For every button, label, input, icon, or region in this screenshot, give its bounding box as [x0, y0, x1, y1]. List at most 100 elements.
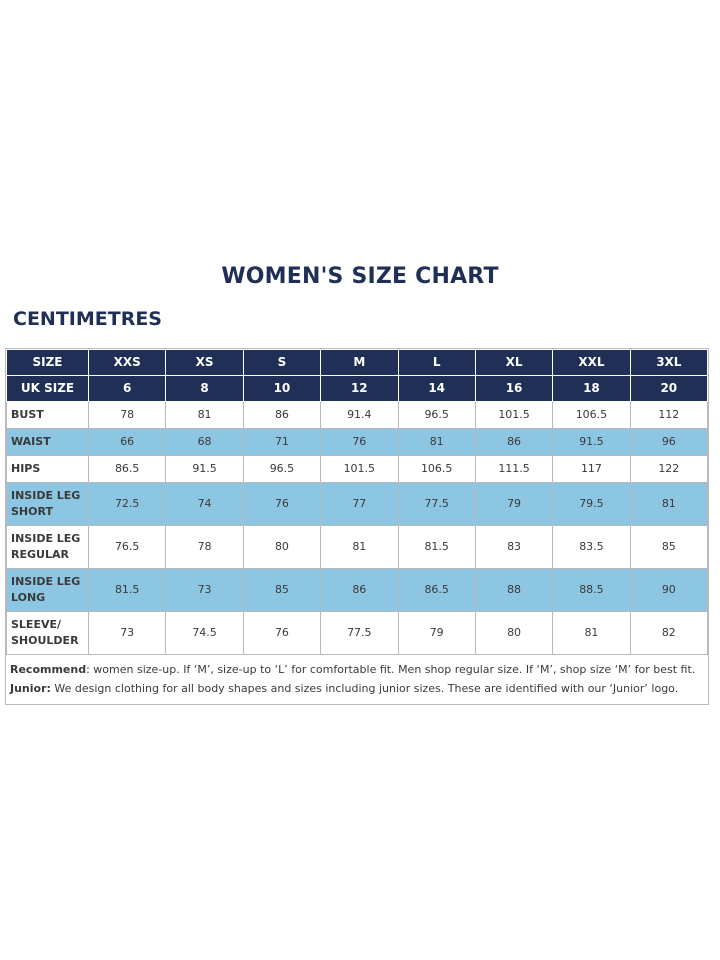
- measure-cell: 91.4: [320, 401, 399, 429]
- subtitle: CENTIMETRES: [13, 308, 162, 330]
- measure-row: SLEEVE/ SHOULDER 73 74.5 76 77.5 79 80 81 82: [6, 611, 709, 655]
- row-label: BUST: [6, 401, 89, 429]
- measure-cell: 81: [629, 482, 709, 526]
- size-table: SIZE XXS XS S M L XL XXL 3XL UK SIZE 6 8 10 12 14 16 18 2…: [6, 349, 709, 655]
- measure-row: WAIST 66 68 71 76 81 86 91.5 96: [6, 428, 709, 456]
- header-cell: 6: [87, 375, 167, 402]
- header-cell: 10: [242, 375, 322, 402]
- notes: Recommend: women size-up. If ‘M’, size-u…: [6, 655, 708, 704]
- measure-cell: 112: [629, 401, 709, 429]
- header-cell: 18: [552, 375, 631, 402]
- row-label: WAIST: [6, 428, 89, 456]
- measure-cell: 90: [629, 568, 709, 612]
- header-cell: 12: [320, 375, 399, 402]
- measure-cell: 96.5: [242, 455, 322, 483]
- measure-cell: 68: [165, 428, 244, 456]
- measure-cell: 86: [474, 428, 554, 456]
- measure-cell: 71: [242, 428, 322, 456]
- row-label: INSIDE LEG LONG: [6, 568, 89, 612]
- header-cell: 14: [397, 375, 476, 402]
- measure-cell: 85: [242, 568, 322, 612]
- measure-cell: 74: [165, 482, 244, 526]
- measure-cell: 81: [552, 611, 631, 655]
- measure-row: INSIDE LEG LONG 81.5 73 85 86 86.5 88 88.5 90: [6, 568, 709, 612]
- size-table-container: SIZE XXS XS S M L XL XXL 3XL UK SIZE 6 8 10 12 14 16 18 2…: [5, 348, 709, 705]
- header-label: SIZE: [6, 349, 89, 376]
- measure-cell: 76: [242, 611, 322, 655]
- measure-cell: 106.5: [397, 455, 476, 483]
- measure-cell: 73: [87, 611, 167, 655]
- measure-cell: 76: [242, 482, 322, 526]
- measure-cell: 77.5: [397, 482, 476, 526]
- measure-cell: 91.5: [552, 428, 631, 456]
- measure-cell: 122: [629, 455, 709, 483]
- measure-cell: 81.5: [397, 525, 476, 569]
- measure-cell: 77: [320, 482, 399, 526]
- measure-cell: 77.5: [320, 611, 399, 655]
- measure-cell: 73: [165, 568, 244, 612]
- note-text: We design clothing for all body shapes a…: [50, 682, 679, 695]
- header-cell: XL: [474, 349, 554, 376]
- header-cell: 16: [474, 375, 554, 402]
- measure-cell: 85: [629, 525, 709, 569]
- measure-cell: 83.5: [552, 525, 631, 569]
- measure-cell: 96: [629, 428, 709, 456]
- measure-cell: 82: [629, 611, 709, 655]
- note-label: Recommend: [10, 663, 87, 676]
- header-cell: 20: [629, 375, 709, 402]
- row-label: INSIDE LEG REGULAR: [6, 525, 89, 569]
- header-cell: XXL: [552, 349, 631, 376]
- note-line: Recommend: women size-up. If ‘M’, size-u…: [10, 660, 704, 679]
- measure-cell: 86: [242, 401, 322, 429]
- measure-row: HIPS 86.5 91.5 96.5 101.5 106.5 111.5 117 122: [6, 455, 709, 483]
- measure-cell: 117: [552, 455, 631, 483]
- measure-cell: 78: [87, 401, 167, 429]
- measure-cell: 78: [165, 525, 244, 569]
- measure-cell: 88: [474, 568, 554, 612]
- measure-cell: 81: [397, 428, 476, 456]
- measure-cell: 101.5: [474, 401, 554, 429]
- note-text: : women size-up. If ‘M’, size-up to ‘L’ …: [86, 663, 696, 676]
- title: WOMEN'S SIZE CHART: [221, 264, 499, 289]
- header-row: SIZE XXS XS S M L XL XXL 3XL: [6, 349, 709, 376]
- measure-cell: 111.5: [474, 455, 554, 483]
- header-cell: 3XL: [629, 349, 709, 376]
- measure-cell: 81.5: [87, 568, 167, 612]
- measure-cell: 86.5: [397, 568, 476, 612]
- measure-cell: 79: [474, 482, 554, 526]
- measure-cell: 81: [165, 401, 244, 429]
- table-header: SIZE XXS XS S M L XL XXL 3XL UK SIZE 6 8 10 12 14 16 18 2…: [6, 349, 709, 402]
- measure-cell: 81: [320, 525, 399, 569]
- row-label: HIPS: [6, 455, 89, 483]
- measure-row: INSIDE LEG REGULAR 76.5 78 80 81 81.5 83 83.5 85: [6, 525, 709, 569]
- measure-cell: 86.5: [87, 455, 167, 483]
- measure-cell: 96.5: [397, 401, 476, 429]
- measure-cell: 79.5: [552, 482, 631, 526]
- measure-cell: 106.5: [552, 401, 631, 429]
- measure-row: INSIDE LEG SHORT 72.5 74 76 77 77.5 79 79.5 81: [6, 482, 709, 526]
- measure-cell: 76: [320, 428, 399, 456]
- header-cell: S: [242, 349, 322, 376]
- header-cell: XS: [165, 349, 244, 376]
- header-label: UK SIZE: [6, 375, 89, 402]
- measure-cell: 80: [242, 525, 322, 569]
- measure-cell: 76.5: [87, 525, 167, 569]
- measure-cell: 66: [87, 428, 167, 456]
- note-line: Junior: We design clothing for all body …: [10, 679, 704, 698]
- measure-cell: 86: [320, 568, 399, 612]
- header-cell: 8: [165, 375, 244, 402]
- header-row: UK SIZE 6 8 10 12 14 16 18 20: [6, 375, 709, 402]
- note-label: Junior:: [10, 682, 51, 695]
- measure-cell: 101.5: [320, 455, 399, 483]
- measure-cell: 72.5: [87, 482, 167, 526]
- row-label: INSIDE LEG SHORT: [6, 482, 89, 526]
- measure-cell: 83: [474, 525, 554, 569]
- measure-cell: 74.5: [165, 611, 244, 655]
- row-label: SLEEVE/ SHOULDER: [6, 611, 89, 655]
- header-cell: XXS: [87, 349, 167, 376]
- measure-cell: 91.5: [165, 455, 244, 483]
- measure-row: BUST 78 81 86 91.4 96.5 101.5 106.5 112: [6, 401, 709, 429]
- table-body: BUST 78 81 86 91.4 96.5 101.5 106.5 112 WAIST 66 68…: [6, 401, 709, 655]
- header-cell: L: [397, 349, 476, 376]
